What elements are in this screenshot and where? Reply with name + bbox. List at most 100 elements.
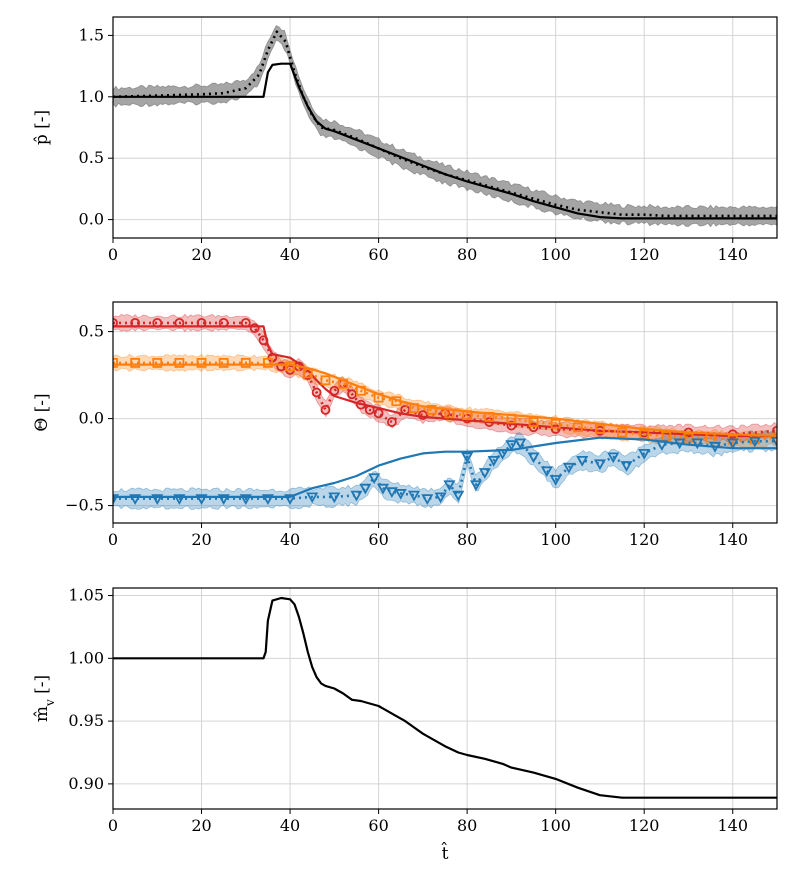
blue-estimate-marker: [540, 466, 553, 478]
red-estimate-marker: [373, 408, 384, 419]
blue-estimate-marker: [576, 455, 589, 467]
blue-estimate-marker: [607, 452, 620, 464]
y-axis-label: m̂v [-]: [32, 675, 57, 722]
x-tick-label: 20: [191, 816, 211, 835]
orange-estimate-marker: [444, 408, 455, 419]
x-tick-label: 20: [191, 530, 211, 549]
red-reference-line: [113, 325, 777, 438]
plot-area: [113, 313, 777, 510]
orange-estimate-marker: [196, 358, 207, 368]
mass-line: [113, 596, 777, 799]
x-tick-label: 40: [280, 816, 300, 835]
blue-estimate-marker: [368, 473, 381, 485]
y-tick-label: 0.0: [79, 210, 104, 229]
y-tick-label: −0.5: [65, 496, 104, 515]
orange-estimate-marker: [572, 422, 583, 433]
orange-estimate-marker: [320, 375, 331, 386]
blue-estimate-marker: [549, 475, 562, 486]
blue-estimate-marker: [195, 494, 208, 505]
blue-estimate-marker: [306, 492, 319, 504]
orange-estimate-marker: [355, 385, 366, 396]
x-tick-label: 140: [717, 530, 748, 549]
blue-estimate-marker: [217, 494, 230, 505]
x-tick-label: 40: [280, 530, 300, 549]
x-tick-label: 60: [368, 530, 388, 549]
uncertainty-band: [113, 25, 777, 228]
blue-estimate-marker: [129, 494, 142, 505]
x-tick-label: 0: [108, 530, 118, 549]
orange-estimate-marker: [462, 410, 473, 421]
blue-estimate-marker: [284, 494, 297, 505]
orange-estimate-marker: [409, 403, 419, 414]
panel-pressure: 0 20 40 60 80 100 120 140 0.0 0.5 1.0 1.5 p̂ [-]: [32, 16, 778, 264]
y-tick-label: 0.5: [79, 148, 104, 167]
blue-estimate-marker: [593, 459, 606, 471]
x-tick-label: 120: [629, 245, 660, 264]
blue-estimate-line: [113, 439, 777, 500]
orange-estimate-marker: [302, 368, 313, 379]
orange-estimate-marker: [595, 424, 605, 434]
y-tick-label: 1.05: [68, 586, 104, 605]
estimate-line: [113, 30, 777, 218]
orange-estimate-marker: [285, 361, 295, 372]
y-tick-label: 1.0: [79, 87, 104, 106]
orange-estimate-marker: [426, 404, 437, 415]
orange-estimate-marker: [705, 432, 716, 443]
x-tick-label: 120: [629, 530, 660, 549]
x-tick-label: 140: [717, 245, 748, 264]
blue-estimate-marker: [708, 442, 722, 453]
orange-estimate-marker: [683, 432, 694, 443]
orange-estimate-marker: [240, 358, 251, 368]
red-estimate-marker: [355, 399, 366, 410]
blue-estimate-marker: [620, 461, 633, 472]
x-axis-label: t̂: [441, 842, 448, 864]
orange-estimate-marker: [263, 358, 273, 368]
blue-estimate-marker: [452, 490, 465, 502]
blue-estimate-marker: [385, 487, 398, 499]
panel-mass: 0 20 40 60 80 100 120 140 0.90 0.95 1.00 1.05 m̂v [-…: [32, 586, 778, 864]
red-uncertainty-band: [113, 313, 777, 444]
red-estimate-marker: [311, 387, 322, 398]
blue-estimate-marker: [469, 480, 483, 492]
plot-area: [113, 596, 777, 799]
orange-estimate-marker: [391, 396, 402, 407]
blue-estimate-marker: [726, 438, 739, 450]
red-estimate-marker: [506, 420, 517, 431]
x-tick-label: 0: [108, 816, 118, 835]
blue-estimate-marker: [638, 448, 651, 460]
red-estimate-marker: [528, 422, 539, 433]
axes-frame: [112, 301, 778, 524]
blue-estimate-marker: [673, 438, 686, 450]
x-tick-label: 100: [540, 530, 571, 549]
blue-estimate-marker: [691, 438, 704, 450]
orange-estimate-marker: [639, 429, 650, 440]
red-estimate-marker: [218, 317, 229, 328]
x-tick-label: 120: [629, 816, 660, 835]
red-estimate-marker: [329, 385, 340, 396]
blue-estimate-marker: [443, 480, 456, 492]
blue-estimate-marker: [376, 483, 390, 495]
blue-estimate-marker: [359, 483, 372, 495]
blue-estimate-marker: [527, 452, 540, 464]
blue-estimate-marker: [655, 440, 668, 452]
orange-estimate-marker: [506, 413, 517, 424]
blue-estimate-marker: [261, 494, 274, 505]
orange-estimate-marker: [661, 431, 672, 441]
red-estimate-marker: [772, 425, 777, 436]
blue-estimate-marker: [505, 440, 518, 452]
blue-estimate-marker: [113, 494, 120, 505]
red-estimate-marker: [130, 317, 141, 328]
orange-estimate-marker: [218, 358, 229, 368]
orange-estimate-marker: [152, 358, 163, 368]
blue-estimate-marker: [173, 494, 186, 505]
y-tick-label: 0.90: [68, 774, 104, 793]
red-estimate-marker: [320, 404, 331, 415]
red-estimate-marker: [364, 404, 375, 415]
blue-estimate-marker: [487, 455, 500, 467]
plot-area: [113, 25, 777, 228]
blue-reference-line: [113, 436, 777, 498]
orange-estimate-marker: [373, 392, 384, 403]
y-axis-label: p̂ [-]: [32, 110, 52, 145]
y-tick-label: 1.5: [79, 25, 104, 44]
blue-estimate-marker: [770, 436, 777, 448]
